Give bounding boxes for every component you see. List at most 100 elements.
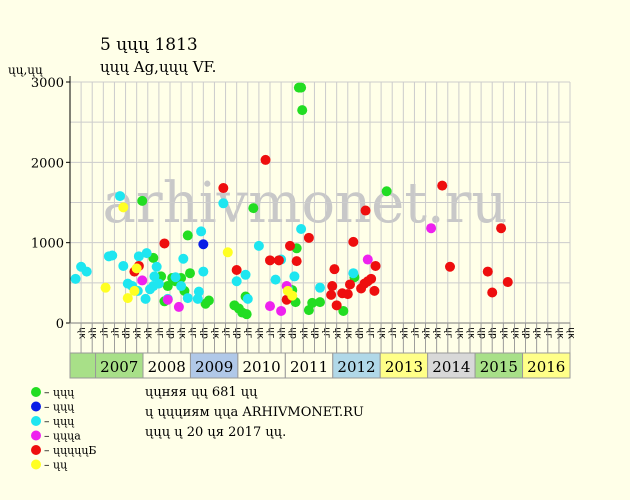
month-label: ųг: [321, 327, 332, 339]
legend-marker: [31, 416, 41, 426]
year-label: 2013: [385, 358, 423, 376]
month-label: ųк: [377, 327, 388, 339]
data-point: [182, 230, 193, 241]
data-point: [176, 281, 187, 292]
data-point: [231, 276, 242, 287]
data-point: [218, 183, 229, 194]
legend-marker: [31, 401, 41, 412]
legend-label: – ųųų: [44, 386, 75, 399]
month-label: ųк: [177, 327, 188, 339]
month-label: ųг: [365, 327, 376, 339]
data-point: [122, 293, 133, 304]
month-label: ųр: [354, 327, 365, 339]
data-point: [81, 266, 92, 277]
month-label: ųг: [99, 327, 110, 339]
footer-line-date: ųųų ų 20 ųя 2017 ųų.: [145, 425, 286, 440]
month-label: ųк: [554, 327, 565, 339]
data-point: [265, 301, 275, 312]
month-label: ųр: [521, 327, 532, 339]
month-label: ųг: [443, 327, 454, 339]
data-point: [203, 295, 214, 306]
month-label: ųк: [532, 327, 543, 339]
month-label: ųк: [399, 327, 410, 339]
data-point: [315, 297, 325, 308]
data-point: [369, 285, 380, 296]
month-label: ųк: [254, 327, 265, 339]
data-point: [370, 260, 381, 271]
month-label: ųк: [143, 327, 154, 339]
legend-marker: [31, 430, 41, 441]
data-point: [326, 289, 337, 300]
month-label: ųк: [88, 327, 99, 339]
y-tick-label: 3000: [31, 76, 64, 91]
month-label: ųг: [243, 327, 254, 339]
data-point: [198, 239, 209, 250]
year-band: [237, 352, 286, 379]
legend-marker: [31, 459, 41, 470]
legend: – ųųų– ųųų– ųųų– ųųųа– ųųųųųБ– ųų: [31, 386, 97, 472]
data-point: [260, 154, 271, 165]
month-label: ųг: [188, 327, 199, 339]
year-label: 2012: [337, 358, 375, 376]
data-point: [297, 105, 308, 116]
legend-label: – ųųų: [44, 401, 75, 414]
data-point: [118, 260, 129, 271]
year-band-start: [69, 352, 97, 379]
month-label: ųк: [421, 327, 432, 339]
data-point: [222, 247, 233, 258]
data-point: [240, 269, 251, 280]
year-label: 2009: [195, 358, 233, 376]
data-point: [70, 273, 81, 284]
data-point: [100, 282, 111, 293]
legend-marker: [31, 445, 41, 455]
data-point: [276, 305, 287, 316]
month-label: ųк: [332, 327, 343, 339]
data-point: [445, 261, 455, 272]
month-label: ųр: [165, 327, 176, 339]
data-point: [496, 223, 507, 234]
data-point: [162, 281, 173, 292]
data-point: [381, 186, 392, 197]
data-point: [182, 293, 193, 304]
data-point: [502, 277, 513, 288]
data-point: [231, 264, 242, 275]
year-band: [522, 352, 571, 379]
data-point: [482, 266, 493, 277]
year-label: 2010: [243, 358, 281, 376]
data-point: [185, 268, 195, 279]
year-band: [427, 352, 476, 379]
y-tick-label: 1000: [31, 237, 64, 252]
chart-header: 5 ųųų 1813 ųųų Ag,ųųų VF. ųų,ųų: [8, 35, 216, 77]
year-band: [142, 352, 191, 379]
data-point: [291, 256, 302, 267]
year-band: [332, 352, 381, 379]
data-point: [437, 180, 448, 191]
data-point: [331, 300, 342, 311]
month-label: ųг: [110, 327, 121, 339]
data-point: [253, 240, 264, 251]
data-point: [131, 263, 142, 274]
year-band: [95, 352, 144, 379]
month-label: ųк: [210, 327, 221, 339]
legend-marker: [31, 387, 41, 397]
data-point: [366, 273, 377, 284]
data-point: [348, 236, 359, 247]
month-label: ųр: [310, 327, 321, 339]
data-point: [327, 281, 338, 292]
month-label: ųр: [232, 327, 243, 339]
data-point: [426, 223, 437, 234]
month-label: ųг: [410, 327, 421, 339]
data-point: [329, 264, 340, 275]
data-point: [248, 203, 259, 214]
data-point: [218, 198, 229, 209]
data-point: [151, 261, 162, 272]
data-point: [270, 274, 281, 285]
data-point: [345, 279, 355, 290]
data-point: [137, 195, 148, 206]
month-label: ųк: [499, 327, 510, 339]
footer-notes: ųųняя ųų 681 ųų ų ųųųиям ųųа ARHIVMONET.…: [145, 385, 364, 440]
year-label: 2016: [527, 358, 565, 376]
data-point: [196, 226, 207, 237]
legend-label: – ųųų: [44, 415, 75, 428]
year-band: [379, 352, 429, 379]
